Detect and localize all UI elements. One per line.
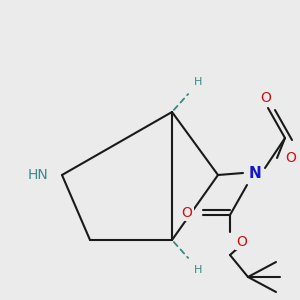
Text: O: O bbox=[261, 91, 272, 105]
Text: HN: HN bbox=[27, 168, 48, 182]
Text: O: O bbox=[286, 151, 296, 165]
Text: O: O bbox=[182, 206, 192, 220]
Text: H: H bbox=[194, 77, 202, 87]
Text: O: O bbox=[237, 235, 248, 249]
Text: H: H bbox=[194, 265, 202, 275]
Text: N: N bbox=[249, 166, 261, 181]
